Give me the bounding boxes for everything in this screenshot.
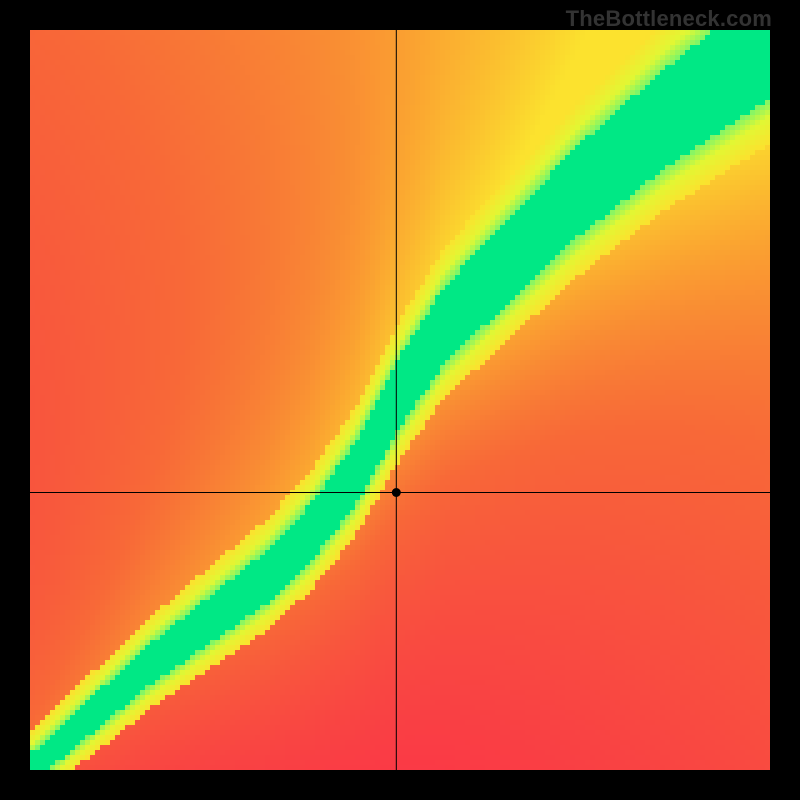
plot-area (30, 30, 770, 770)
chart-container: TheBottleneck.com (0, 0, 800, 800)
heatmap-canvas (30, 30, 770, 770)
watermark-text: TheBottleneck.com (566, 6, 772, 32)
